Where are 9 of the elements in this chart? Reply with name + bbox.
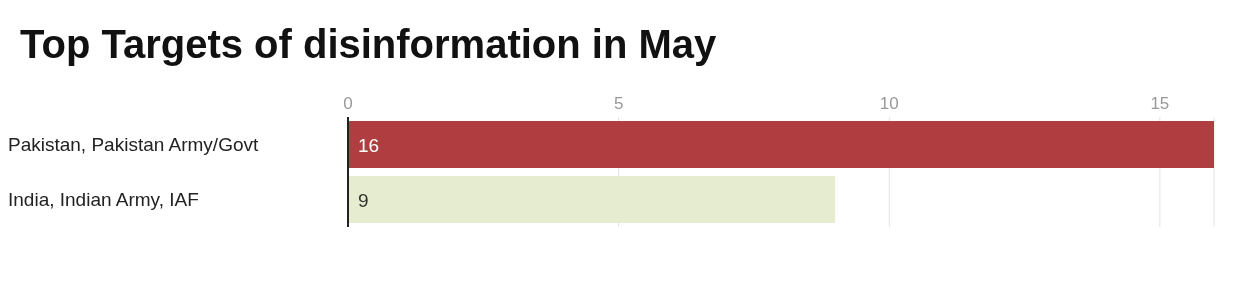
y-tick-label: Pakistan, Pakistan Army/Govt <box>8 134 259 156</box>
x-tick-label: 15 <box>1150 94 1170 113</box>
x-tick-label: 0 <box>343 94 353 113</box>
data-label: 9 <box>358 189 369 211</box>
y-tick-label: India, Indian Army, IAF <box>8 189 199 211</box>
chart-title: Top Targets of disinformation in May <box>19 21 718 68</box>
x-tick-label: 10 <box>879 94 899 113</box>
data-label: 16 <box>358 134 380 156</box>
x-tick-label: 5 <box>613 94 624 113</box>
